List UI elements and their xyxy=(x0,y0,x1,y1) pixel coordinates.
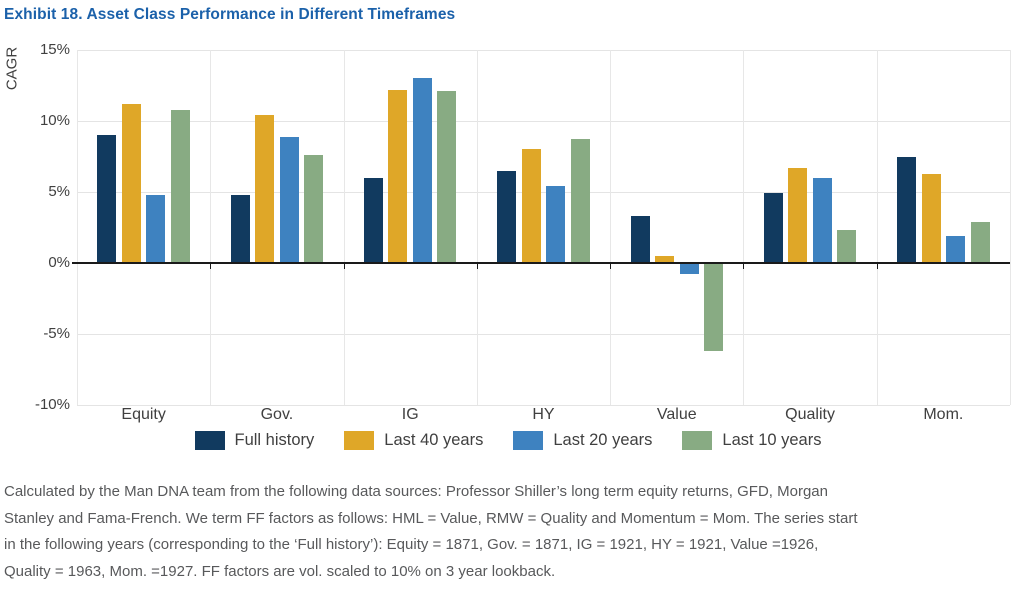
bar-mom-full-history xyxy=(897,156,917,263)
gridline-vertical xyxy=(210,50,211,405)
legend: Full history Last 40 years Last 20 years La… xyxy=(0,431,1016,450)
bar-hy-last-10-years xyxy=(570,139,590,263)
bar-equity-last-40-years xyxy=(121,103,141,263)
x-category-label-equity: Equity xyxy=(121,406,166,423)
y-tick-label-0: 0% xyxy=(48,254,70,271)
bar-ig-last-10-years xyxy=(437,91,457,263)
x-axis-tick xyxy=(877,264,878,269)
bar-quality-last-10-years xyxy=(837,230,857,263)
footnote: Calculated by the Man DNA team from the … xyxy=(4,479,1014,585)
legend-swatch-icon xyxy=(194,431,225,450)
y-tick-label--10: -10% xyxy=(34,396,70,413)
bar-value-last-20-years xyxy=(679,264,699,275)
footnote-line: Calculated by the Man DNA team from the … xyxy=(4,483,828,500)
x-category-label-quality: Quality xyxy=(785,406,835,423)
legend-label: Last 10 years xyxy=(722,431,822,449)
bar-quality-full-history xyxy=(763,193,783,263)
footnote-line: Stanley and Fama-French. We term FF fact… xyxy=(4,509,858,527)
bar-value-last-10-years xyxy=(704,264,724,352)
bar-ig-last-20-years xyxy=(412,78,432,263)
bar-gov-last-40-years xyxy=(255,115,275,263)
bar-quality-last-40-years xyxy=(788,167,808,263)
y-tick-label--5: -5% xyxy=(43,325,70,342)
x-category-label-hy: HY xyxy=(532,406,555,423)
bar-mom-last-10-years xyxy=(970,221,990,263)
bar-value-last-40-years xyxy=(655,255,675,263)
gridline-vertical xyxy=(1010,50,1011,405)
chart-title: Exhibit 18. Asset Class Performance in D… xyxy=(4,6,456,23)
x-axis-zero-line xyxy=(72,262,1010,264)
x-axis-tick xyxy=(477,264,478,269)
bar-equity-last-10-years xyxy=(170,109,190,263)
gridline-horizontal xyxy=(77,334,1010,335)
bar-ig-full-history xyxy=(363,177,383,263)
gridline-vertical xyxy=(610,50,611,405)
bar-ig-last-40-years xyxy=(388,89,408,263)
footnote-line: in the following years (corresponding to… xyxy=(4,536,819,553)
bar-gov-last-20-years xyxy=(279,136,299,263)
bar-gov-last-10-years xyxy=(304,155,324,263)
legend-item-last-40-years: Last 40 years xyxy=(344,431,483,450)
gridline-vertical xyxy=(77,50,78,405)
y-tick-label-10: 10% xyxy=(39,112,70,129)
gridline-horizontal xyxy=(77,50,1010,51)
bar-gov-full-history xyxy=(230,194,250,263)
legend-item-last-10-years: Last 10 years xyxy=(682,431,821,450)
bar-value-full-history xyxy=(630,216,650,263)
bar-hy-last-40-years xyxy=(521,149,541,263)
legend-swatch-icon xyxy=(513,431,544,450)
bar-mom-last-40-years xyxy=(921,173,941,263)
x-category-label-mom: Mom. xyxy=(923,406,964,423)
legend-item-last-20-years: Last 20 years xyxy=(513,431,652,450)
bar-equity-last-20-years xyxy=(146,194,166,263)
bar-equity-full-history xyxy=(97,135,117,263)
gridline-vertical xyxy=(743,50,744,405)
legend-swatch-icon xyxy=(344,431,375,450)
bar-mom-last-20-years xyxy=(946,236,966,263)
x-axis-tick xyxy=(743,264,744,269)
gridline-vertical xyxy=(877,50,878,405)
legend-swatch-icon xyxy=(682,431,713,450)
x-axis-tick xyxy=(210,264,211,269)
plot-area xyxy=(72,50,1011,406)
gridline-vertical xyxy=(477,50,478,405)
bar-hy-last-20-years xyxy=(546,186,566,263)
legend-item-full-history: Full history xyxy=(194,431,315,450)
x-axis-tick xyxy=(344,264,345,269)
x-axis-tick xyxy=(610,264,611,269)
gridline-horizontal xyxy=(77,192,1010,193)
gridline-vertical xyxy=(344,50,345,405)
x-category-label-ig: IG xyxy=(401,406,419,423)
legend-label: Last 20 years xyxy=(553,431,653,449)
gridline-horizontal xyxy=(77,405,1010,406)
x-category-label-gov: Gov. xyxy=(260,406,294,423)
bar-quality-last-20-years xyxy=(812,177,832,263)
gridline-horizontal xyxy=(77,121,1010,122)
bar-hy-full-history xyxy=(497,170,517,263)
x-category-label-value: Value xyxy=(656,406,697,423)
footnote-line: Quality = 1963, Mom. =1927. FF factors a… xyxy=(4,562,556,580)
legend-label: Last 40 years xyxy=(384,431,484,449)
y-tick-label-15: 15% xyxy=(39,41,70,58)
legend-label: Full history xyxy=(234,431,315,449)
y-tick-label-5: 5% xyxy=(48,183,70,200)
